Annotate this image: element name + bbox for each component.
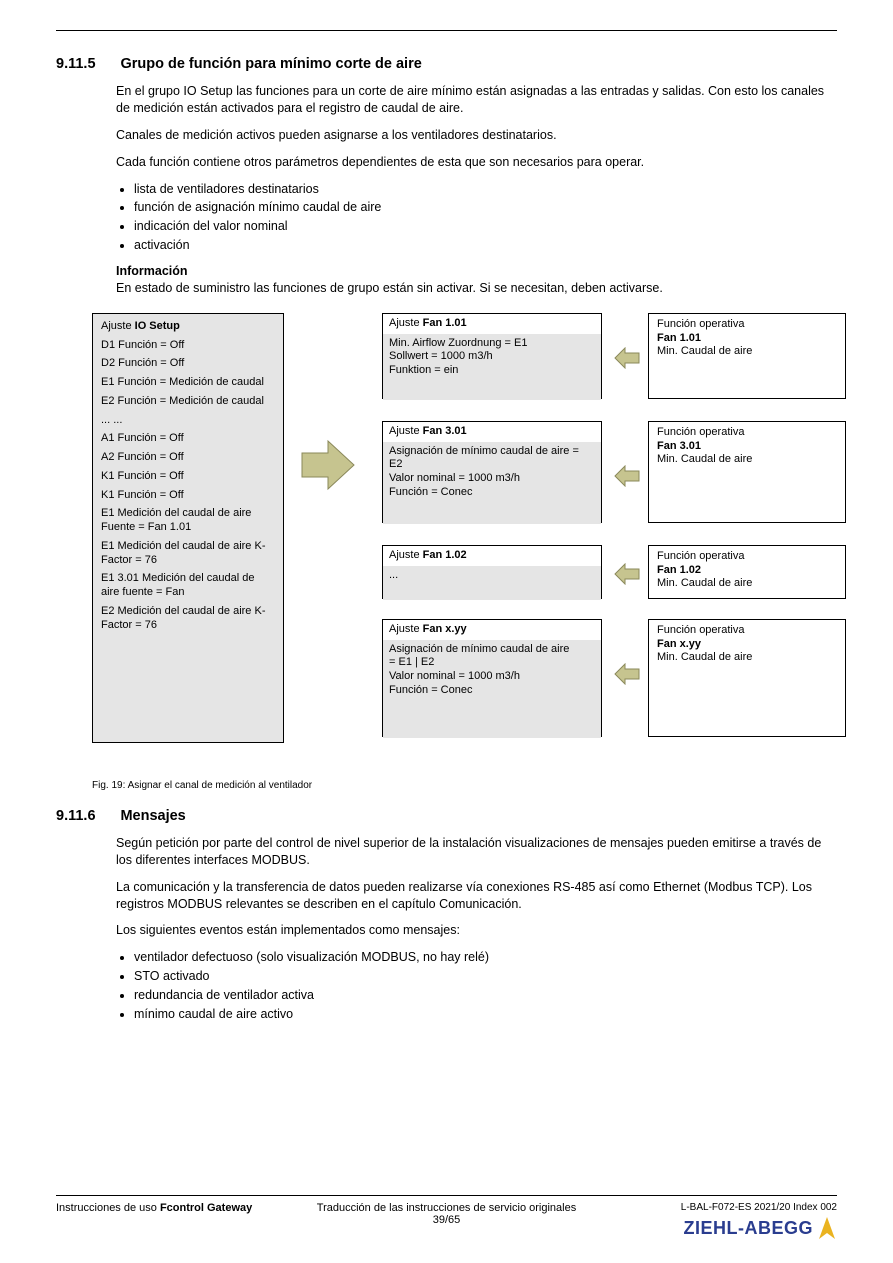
setting-line: = E1 | E2 (389, 656, 595, 670)
function-line: Fan x.yy (657, 638, 837, 652)
function-line: Fan 3.01 (657, 440, 837, 454)
fan-setting-box: Ajuste Fan 1.01Min. Airflow Zuordnung = … (382, 313, 602, 399)
bullet-item: STO activado (134, 968, 837, 985)
fan-function-box: Función operativaFan 1.01Min. Caudal de … (648, 313, 846, 399)
function-line: Función operativa (657, 426, 837, 440)
fan-setting-box: Ajuste Fan 1.02... (382, 545, 602, 599)
footer-left: Instrucciones de uso Fcontrol Gateway (56, 1202, 256, 1214)
io-setup-line: E1 3.01 Medición del caudal de aire fuen… (101, 572, 275, 600)
io-setup-line: K1 Función = Off (101, 489, 275, 503)
bullet-item: función de asignación mínimo caudal de a… (134, 199, 837, 216)
section-number: 9.11.5 (56, 56, 116, 72)
io-setup-line: A1 Función = Off (101, 432, 275, 446)
setting-line: Función = Conec (389, 684, 595, 698)
io-setup-line: D2 Función = Off (101, 357, 275, 371)
paragraph: Cada función contiene otros parámetros d… (116, 154, 837, 171)
function-line: Fan 1.01 (657, 332, 837, 346)
fan-function-box: Función operativaFan 3.01Min. Caudal de … (648, 421, 846, 523)
paragraph: Los siguientes eventos están implementad… (116, 922, 837, 939)
page-number: 39/65 (256, 1214, 637, 1226)
bullet-list: ventilador defectuoso (solo visualizació… (116, 949, 837, 1023)
bullet-item: mínimo caudal de aire activo (134, 1006, 837, 1023)
io-setup-line: D1 Función = Off (101, 339, 275, 353)
setting-line: Valor nominal = 1000 m3/h (389, 670, 595, 684)
function-line: Min. Caudal de aire (657, 577, 837, 591)
section-number: 9.11.6 (56, 808, 116, 824)
fan-setting-box: Ajuste Fan 3.01Asignación de mínimo caud… (382, 421, 602, 523)
setting-line: Min. Airflow Zuordnung = E1 (389, 337, 595, 351)
bullet-item: activación (134, 237, 837, 254)
function-line: Min. Caudal de aire (657, 651, 837, 665)
io-setup-box: Ajuste IO SetupD1 Función = OffD2 Funció… (92, 313, 284, 743)
bullet-item: indicación del valor nominal (134, 218, 837, 235)
setting-line: Función = Conec (389, 486, 595, 500)
footer-doc-label: Instrucciones de uso (56, 1202, 160, 1214)
footer-right: L-BAL-F072-ES 2021/20 Index 002 ZIEHL-AB… (637, 1202, 837, 1239)
arrow-left-small-icon (613, 563, 641, 585)
setting-line: Asignación de mínimo caudal de aire (389, 643, 595, 657)
bullet-item: redundancia de ventilador activa (134, 987, 837, 1004)
io-setup-line: A2 Función = Off (101, 451, 275, 465)
bullet-list: lista de ventiladores destinatariosfunci… (116, 181, 837, 255)
footer-doc-name: Fcontrol Gateway (160, 1202, 252, 1214)
io-setup-line: E1 Medición del caudal de aire K-Factor … (101, 540, 275, 568)
fan-function-box: Función operativaFan x.yyMin. Caudal de … (648, 619, 846, 737)
function-line: Función operativa (657, 624, 837, 638)
page-footer: Instrucciones de uso Fcontrol Gateway Tr… (56, 1195, 837, 1239)
fan-function-box: Función operativaFan 1.02Min. Caudal de … (648, 545, 846, 599)
brand-mark-icon (817, 1217, 837, 1239)
arrow-left-small-icon (613, 663, 641, 685)
bullet-item: ventilador defectuoso (solo visualizació… (134, 949, 837, 966)
arrow-right-big-icon (298, 435, 358, 495)
paragraph: En el grupo IO Setup las funciones para … (116, 83, 837, 117)
diagram-caption: Fig. 19: Asignar el canal de medición al… (92, 780, 837, 791)
section-9-11-6-header: 9.11.6 Mensajes (56, 807, 837, 825)
io-setup-line: E1 Función = Medición de caudal (101, 376, 275, 390)
arrow-left-small-icon (613, 465, 641, 487)
info-title: Información (116, 264, 837, 278)
io-setup-line: E2 Medición del caudal de aire K-Factor … (101, 605, 275, 633)
function-line: Min. Caudal de aire (657, 453, 837, 467)
paragraph: La comunicación y la transferencia de da… (116, 879, 837, 913)
paragraph: Según petición por parte del control de … (116, 835, 837, 869)
footer-center: Traducción de las instrucciones de servi… (256, 1202, 637, 1226)
footer-translation-note: Traducción de las instrucciones de servi… (256, 1202, 637, 1214)
section-title: Mensajes (120, 808, 185, 824)
setting-line: Funktion = ein (389, 364, 595, 378)
io-setup-line: E1 Medición del caudal de aire Fuente = … (101, 507, 275, 535)
io-setup-line: E2 Función = Medición de caudal (101, 395, 275, 409)
setting-line: Sollwert = 1000 m3/h (389, 350, 595, 364)
function-line: Fan 1.02 (657, 564, 837, 578)
assignment-diagram: Ajuste IO SetupD1 Función = OffD2 Funció… (92, 313, 862, 768)
paragraph: Canales de medición activos pueden asign… (116, 127, 837, 144)
info-text: En estado de suministro las funciones de… (116, 280, 837, 297)
function-line: Función operativa (657, 318, 837, 332)
footer-doc-index: L-BAL-F072-ES 2021/20 Index 002 (637, 1202, 837, 1213)
section-9-11-5-header: 9.11.5 Grupo de función para mínimo cort… (56, 55, 837, 73)
setting-line: Valor nominal = 1000 m3/h (389, 472, 595, 486)
setting-line: ... (389, 569, 595, 583)
brand-logo: ZIEHL-ABEGG (684, 1217, 838, 1239)
brand-text: ZIEHL-ABEGG (684, 1218, 814, 1239)
io-setup-line: K1 Función = Off (101, 470, 275, 484)
arrow-left-small-icon (613, 347, 641, 369)
function-line: Función operativa (657, 550, 837, 564)
bullet-item: lista de ventiladores destinatarios (134, 181, 837, 198)
top-rule (56, 30, 837, 31)
fan-setting-box: Ajuste Fan x.yyAsignación de mínimo caud… (382, 619, 602, 737)
info-box: Información En estado de suministro las … (56, 264, 837, 297)
setting-line: Asignación de mínimo caudal de aire = E2 (389, 445, 595, 473)
function-line: Min. Caudal de aire (657, 345, 837, 359)
io-setup-line: ... ... (101, 414, 275, 428)
section-title: Grupo de función para mínimo corte de ai… (120, 56, 421, 72)
